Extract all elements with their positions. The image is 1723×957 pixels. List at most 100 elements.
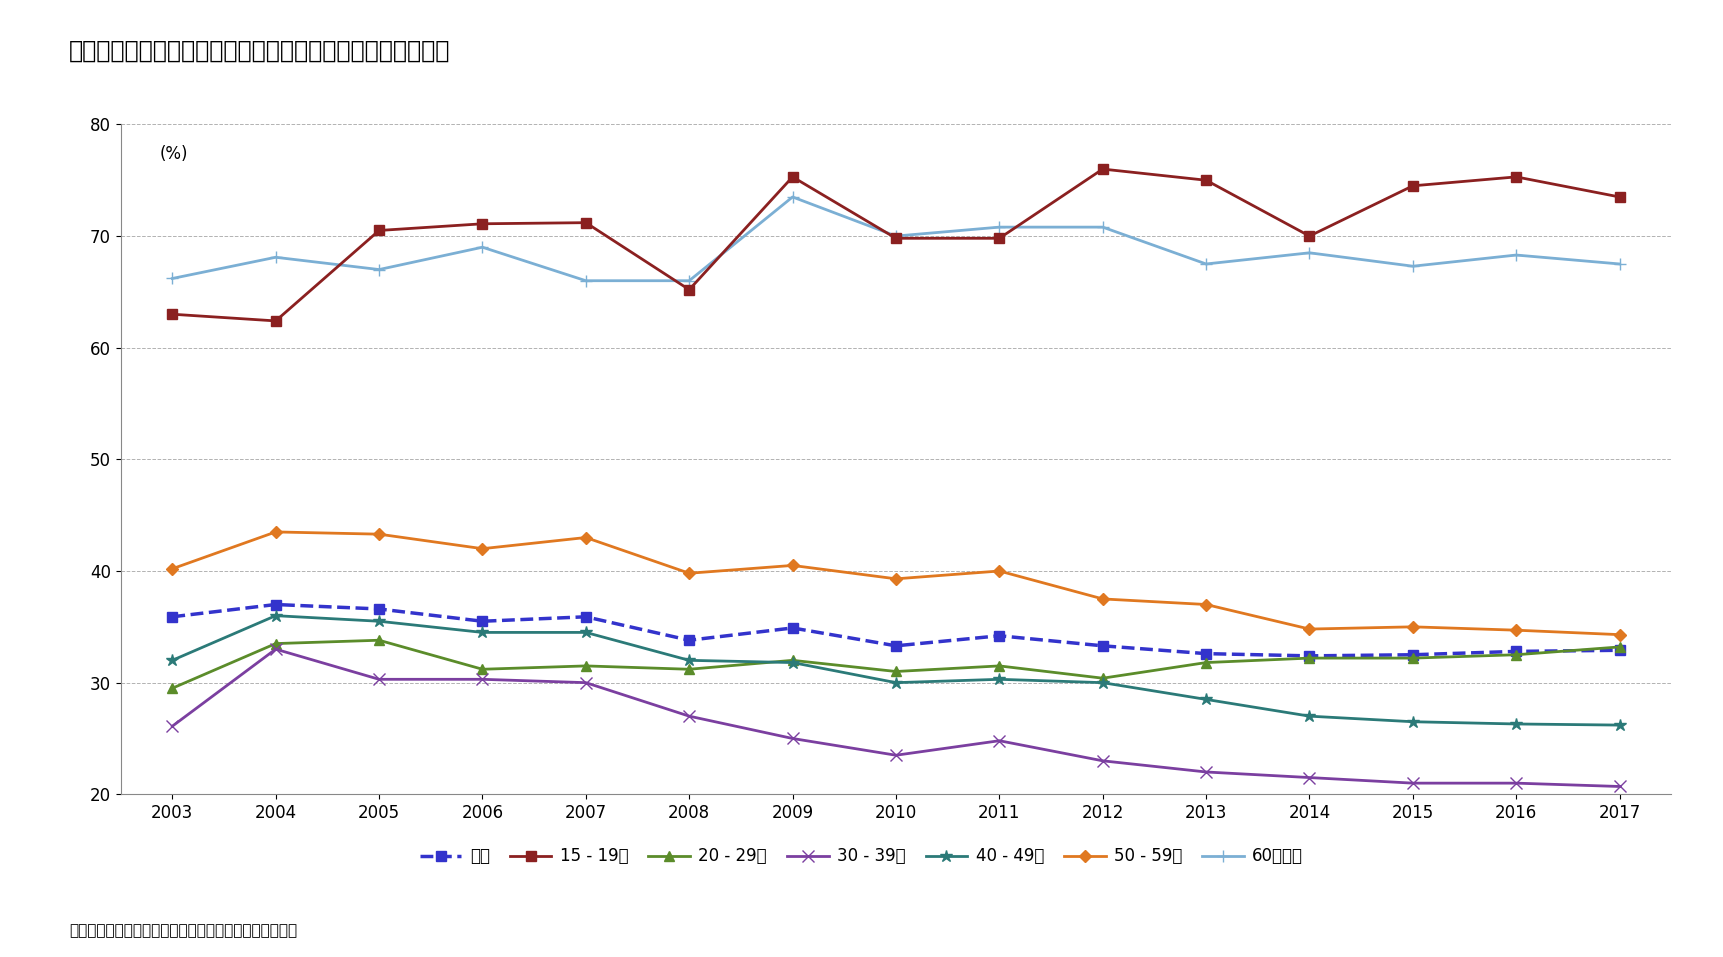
30 - 39歳 xyxy=(1196,767,1216,778)
60歳以上 xyxy=(575,275,596,286)
50 - 59歳 xyxy=(369,528,389,540)
50 - 59歳 xyxy=(575,532,596,544)
合計 xyxy=(472,615,493,627)
40 - 49歳 xyxy=(989,674,1010,685)
50 - 59歳 xyxy=(265,526,286,538)
合計 xyxy=(1092,640,1113,652)
合計 xyxy=(162,611,183,622)
60歳以上 xyxy=(1609,258,1630,270)
50 - 59歳 xyxy=(782,560,803,571)
20 - 29歳 xyxy=(575,660,596,672)
50 - 59歳 xyxy=(472,543,493,554)
40 - 49歳 xyxy=(1506,718,1527,729)
60歳以上 xyxy=(1403,260,1423,272)
15 - 19歳 xyxy=(1092,164,1113,175)
60歳以上 xyxy=(369,264,389,276)
20 - 29歳 xyxy=(679,663,700,675)
合計 xyxy=(1506,646,1527,657)
40 - 49歳 xyxy=(369,615,389,627)
合計 xyxy=(782,622,803,634)
20 - 29歳 xyxy=(1506,649,1527,660)
40 - 49歳 xyxy=(782,657,803,668)
40 - 49歳 xyxy=(1403,716,1423,727)
15 - 19歳 xyxy=(1609,191,1630,203)
30 - 39歳 xyxy=(886,749,906,761)
60歳以上 xyxy=(989,221,1010,233)
60歳以上 xyxy=(265,252,286,263)
合計 xyxy=(1299,650,1320,661)
20 - 29歳 xyxy=(1196,657,1216,668)
20 - 29歳 xyxy=(989,660,1010,672)
15 - 19歳 xyxy=(575,217,596,229)
50 - 59歳 xyxy=(1196,599,1216,611)
50 - 59歳 xyxy=(1403,621,1423,633)
合計 xyxy=(1403,649,1423,660)
30 - 39歳 xyxy=(575,677,596,688)
合計 xyxy=(369,603,389,614)
15 - 19歳 xyxy=(1196,174,1216,186)
60歳以上 xyxy=(1506,249,1527,260)
合計 xyxy=(886,640,906,652)
合計 xyxy=(1196,648,1216,659)
50 - 59歳 xyxy=(989,566,1010,577)
15 - 19歳 xyxy=(472,218,493,230)
60歳以上 xyxy=(1092,221,1113,233)
30 - 39歳 xyxy=(162,721,183,732)
40 - 49歳 xyxy=(1299,710,1320,722)
30 - 39歳 xyxy=(1609,781,1630,792)
15 - 19歳 xyxy=(886,233,906,244)
50 - 59歳 xyxy=(162,563,183,574)
60歳以上 xyxy=(1299,247,1320,258)
20 - 29歳 xyxy=(472,663,493,675)
30 - 39歳 xyxy=(1299,771,1320,783)
合計 xyxy=(679,634,700,646)
60歳以上 xyxy=(472,241,493,253)
40 - 49歳 xyxy=(472,627,493,638)
20 - 29歳 xyxy=(782,655,803,666)
30 - 39歳 xyxy=(1506,777,1527,789)
15 - 19歳 xyxy=(265,315,286,326)
Line: 60歳以上: 60歳以上 xyxy=(167,191,1625,286)
40 - 49歳 xyxy=(886,677,906,688)
60歳以上 xyxy=(886,231,906,242)
30 - 39歳 xyxy=(369,674,389,685)
60歳以上 xyxy=(679,275,700,286)
15 - 19歳 xyxy=(989,233,1010,244)
50 - 59歳 xyxy=(1609,629,1630,640)
15 - 19歳 xyxy=(679,284,700,296)
30 - 39歳 xyxy=(989,735,1010,746)
30 - 39歳 xyxy=(782,733,803,745)
20 - 29歳 xyxy=(1092,673,1113,684)
20 - 29歳 xyxy=(1403,653,1423,664)
Text: 出所）統計庁「経済活動人口調査」各年度より筆者作成: 出所）統計庁「経済活動人口調査」各年度より筆者作成 xyxy=(69,923,296,938)
Line: 50 - 59歳: 50 - 59歳 xyxy=(169,527,1623,639)
50 - 59歳 xyxy=(886,573,906,585)
Line: 30 - 39歳: 30 - 39歳 xyxy=(167,644,1625,792)
15 - 19歳 xyxy=(369,225,389,236)
合計 xyxy=(265,599,286,611)
15 - 19歳 xyxy=(1299,231,1320,242)
40 - 49歳 xyxy=(1196,694,1216,705)
20 - 29歳 xyxy=(886,666,906,678)
30 - 39歳 xyxy=(265,643,286,655)
15 - 19歳 xyxy=(1506,171,1527,183)
40 - 49歳 xyxy=(679,655,700,666)
50 - 59歳 xyxy=(1299,623,1320,634)
60歳以上 xyxy=(782,191,803,203)
50 - 59歳 xyxy=(1506,624,1527,635)
Text: 図表２韓国における年齢階層別の非正規労働者の割合の動向: 図表２韓国における年齢階層別の非正規労働者の割合の動向 xyxy=(69,38,450,62)
40 - 49歳 xyxy=(1609,720,1630,731)
20 - 29歳 xyxy=(1609,641,1630,653)
20 - 29歳 xyxy=(369,634,389,646)
30 - 39歳 xyxy=(1403,777,1423,789)
60歳以上 xyxy=(162,273,183,284)
20 - 29歳 xyxy=(265,637,286,649)
30 - 39歳 xyxy=(679,710,700,722)
50 - 59歳 xyxy=(679,568,700,579)
Line: 合計: 合計 xyxy=(167,600,1625,660)
合計 xyxy=(575,611,596,622)
合計 xyxy=(989,630,1010,641)
Line: 40 - 49歳: 40 - 49歳 xyxy=(165,610,1627,731)
20 - 29歳 xyxy=(1299,653,1320,664)
40 - 49歳 xyxy=(265,610,286,621)
